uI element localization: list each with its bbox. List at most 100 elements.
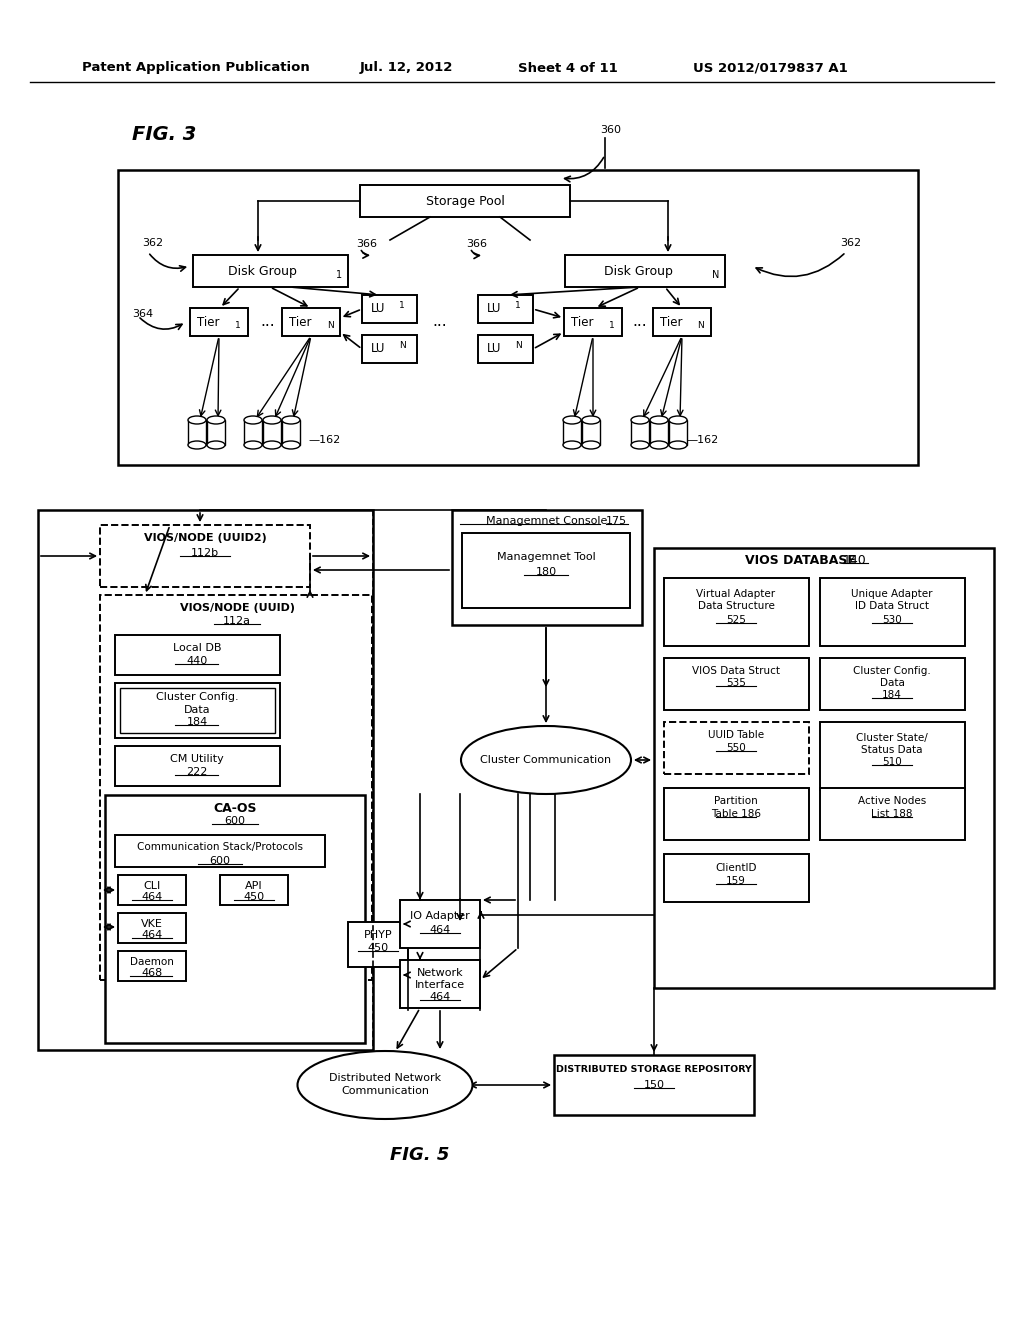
Text: Communication: Communication — [341, 1086, 429, 1096]
Bar — [462, 533, 630, 609]
Bar — [105, 795, 365, 1043]
Bar — [820, 722, 965, 789]
Ellipse shape — [669, 416, 687, 424]
Text: Partition: Partition — [714, 796, 758, 807]
Bar — [120, 688, 275, 733]
Bar — [115, 635, 280, 675]
Bar — [664, 722, 809, 774]
Bar — [452, 510, 642, 624]
Text: 366: 366 — [466, 239, 487, 249]
Ellipse shape — [282, 441, 300, 449]
Text: LU: LU — [486, 342, 501, 355]
Text: Disk Group: Disk Group — [603, 264, 673, 277]
Bar — [118, 950, 186, 981]
Text: FIG. 5: FIG. 5 — [390, 1146, 450, 1164]
Ellipse shape — [582, 441, 600, 449]
Bar — [100, 525, 310, 587]
Text: 1: 1 — [515, 301, 521, 309]
Text: 530: 530 — [882, 615, 902, 624]
Text: 364: 364 — [132, 309, 154, 319]
Bar — [100, 595, 372, 979]
Ellipse shape — [244, 441, 262, 449]
Text: 535: 535 — [726, 678, 745, 688]
Text: Status Data: Status Data — [861, 744, 923, 755]
Text: 450: 450 — [244, 892, 264, 902]
Text: 450: 450 — [368, 942, 388, 953]
Bar — [115, 836, 325, 867]
Text: Unique Adapter: Unique Adapter — [851, 589, 933, 599]
Text: 180: 180 — [536, 568, 557, 577]
Text: 464: 464 — [429, 925, 451, 935]
Text: 360: 360 — [600, 125, 621, 135]
Text: VIOS Data Struct: VIOS Data Struct — [692, 667, 780, 676]
Text: ...: ... — [433, 314, 447, 330]
Text: VIOS DATABASE: VIOS DATABASE — [744, 553, 855, 566]
Text: LU: LU — [371, 342, 385, 355]
Text: LU: LU — [371, 302, 385, 315]
Ellipse shape — [298, 1051, 472, 1119]
Ellipse shape — [263, 416, 281, 424]
Bar — [207, 420, 225, 445]
Text: N: N — [398, 341, 406, 350]
Text: 112a: 112a — [223, 616, 251, 626]
Bar — [263, 420, 281, 445]
Bar — [820, 578, 965, 645]
Text: Tier: Tier — [289, 315, 311, 329]
Text: IO Adapter: IO Adapter — [411, 911, 470, 921]
Bar — [118, 913, 186, 942]
Ellipse shape — [207, 441, 225, 449]
Bar — [478, 294, 534, 323]
Text: LU: LU — [486, 302, 501, 315]
Text: 140: 140 — [843, 553, 866, 566]
Text: Patent Application Publication: Patent Application Publication — [82, 62, 309, 74]
Ellipse shape — [563, 441, 581, 449]
Ellipse shape — [650, 416, 668, 424]
Text: 600: 600 — [210, 855, 230, 866]
Text: 362: 362 — [840, 238, 861, 248]
Text: 1: 1 — [609, 322, 614, 330]
Text: DISTRIBUTED STORAGE REPOSITORY: DISTRIBUTED STORAGE REPOSITORY — [556, 1064, 752, 1073]
Bar — [820, 788, 965, 840]
Bar — [348, 921, 408, 968]
Text: 525: 525 — [726, 615, 745, 624]
Ellipse shape — [263, 441, 281, 449]
Text: Cluster Config.: Cluster Config. — [853, 667, 931, 676]
Bar — [282, 420, 300, 445]
Text: CA-OS: CA-OS — [213, 801, 257, 814]
Bar — [38, 510, 373, 1049]
Bar — [650, 420, 668, 445]
Ellipse shape — [582, 416, 600, 424]
Bar — [654, 548, 994, 987]
Text: CM Utility: CM Utility — [170, 754, 224, 764]
Bar — [820, 657, 965, 710]
Bar — [282, 308, 340, 337]
Text: Local DB: Local DB — [173, 643, 221, 653]
Text: ClientID: ClientID — [715, 863, 757, 873]
Text: Jul. 12, 2012: Jul. 12, 2012 — [360, 62, 454, 74]
Text: FIG. 3: FIG. 3 — [132, 125, 197, 144]
Text: List 188: List 188 — [871, 809, 912, 818]
Ellipse shape — [631, 416, 649, 424]
Bar — [582, 420, 600, 445]
Text: Table 186: Table 186 — [711, 809, 761, 818]
Text: Active Nodes: Active Nodes — [858, 796, 926, 807]
Text: 222: 222 — [186, 767, 208, 777]
Text: ...: ... — [633, 314, 647, 330]
Ellipse shape — [631, 441, 649, 449]
Bar — [554, 1055, 754, 1115]
Bar — [664, 788, 809, 840]
Text: 440: 440 — [186, 656, 208, 667]
Text: Virtual Adapter: Virtual Adapter — [696, 589, 775, 599]
Text: 112b: 112b — [190, 548, 219, 558]
Text: 159: 159 — [726, 876, 745, 886]
Bar — [664, 854, 809, 902]
Bar — [669, 420, 687, 445]
Text: 362: 362 — [142, 238, 163, 248]
Bar — [244, 420, 262, 445]
Bar — [478, 335, 534, 363]
Bar — [563, 420, 581, 445]
Text: API: API — [245, 880, 263, 891]
Ellipse shape — [244, 416, 262, 424]
Bar — [118, 170, 918, 465]
Ellipse shape — [669, 441, 687, 449]
